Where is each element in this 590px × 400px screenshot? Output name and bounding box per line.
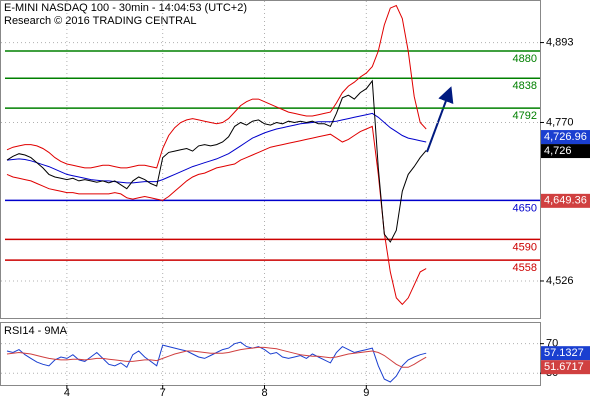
series-line bbox=[6, 112, 427, 184]
level-label: 4838 bbox=[513, 80, 537, 92]
series-line bbox=[6, 346, 427, 368]
x-tick-label: 9 bbox=[363, 387, 369, 399]
y-tick-label: 4,526 bbox=[546, 275, 574, 287]
series-line bbox=[6, 125, 427, 306]
level-label: 4590 bbox=[513, 241, 537, 253]
chart-subtitle: Research © 2016 TRADING CENTRAL bbox=[4, 15, 197, 27]
level-label: 4650 bbox=[513, 202, 537, 214]
price-panel bbox=[0, 0, 541, 319]
rsi-title: RSI14 - 9MA bbox=[4, 325, 68, 337]
level-label: 4558 bbox=[513, 262, 537, 274]
value-box bbox=[541, 346, 590, 361]
forecast-arrow bbox=[426, 86, 454, 153]
value-box bbox=[541, 130, 590, 145]
value-box bbox=[541, 193, 590, 208]
series-line bbox=[6, 79, 427, 243]
level-label: 4792 bbox=[513, 110, 537, 122]
value-box bbox=[541, 360, 590, 375]
x-tick-label: 7 bbox=[160, 387, 166, 399]
x-tick-label: 4 bbox=[64, 387, 70, 399]
value-box-label: 4,726 bbox=[544, 145, 572, 157]
value-box-label: 4,726.96 bbox=[544, 131, 587, 143]
chart-title: E-MINI NASDAQ 100 - 30min - 14:04:53 (UT… bbox=[4, 2, 247, 14]
series-line bbox=[6, 4, 427, 169]
value-box bbox=[541, 144, 590, 159]
level-label: 4880 bbox=[513, 53, 537, 65]
value-box-label: 57.1327 bbox=[544, 347, 584, 359]
series-line bbox=[6, 341, 427, 383]
value-box-label: 51.6717 bbox=[544, 361, 584, 373]
x-tick-label: 8 bbox=[261, 387, 267, 399]
y-tick-label: 4,893 bbox=[546, 36, 574, 48]
value-box-label: 4,649.36 bbox=[544, 195, 587, 207]
y-tick-label: 4,770 bbox=[546, 116, 574, 128]
